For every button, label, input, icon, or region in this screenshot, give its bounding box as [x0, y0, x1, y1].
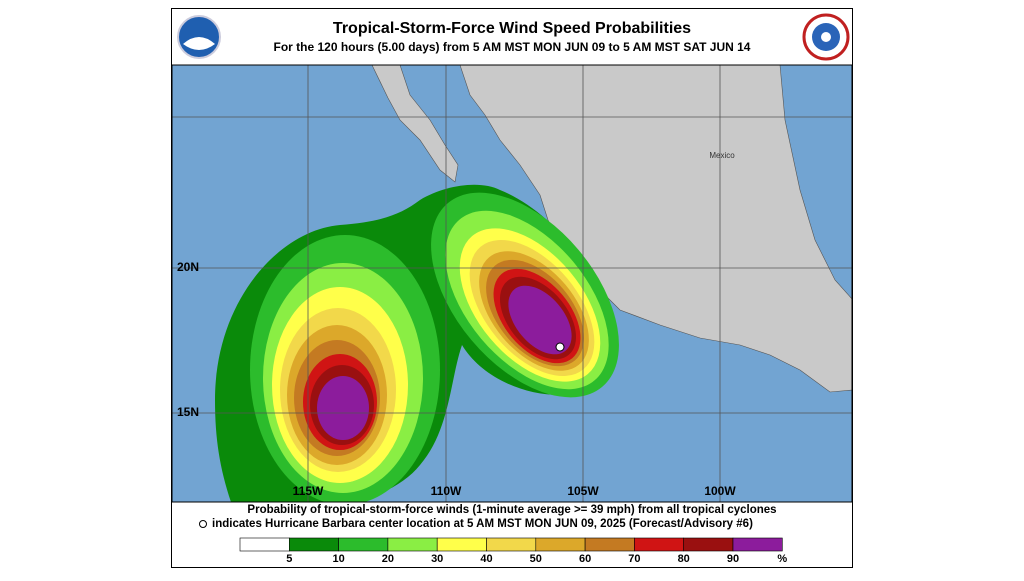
colorbar-box: [239, 537, 290, 552]
lon-label: 100W: [704, 484, 736, 498]
subtitle: For the 120 hours (5.00 days) from 5 AM …: [274, 40, 751, 54]
colorbar-box: [436, 537, 487, 552]
caption-line: Probability of tropical-storm-force wind…: [247, 504, 776, 516]
swath-level: [508, 285, 572, 355]
center-symbol: [199, 520, 207, 528]
colorbar-label: 80: [678, 553, 690, 565]
title: Tropical-Storm-Force Wind Speed Probabil…: [333, 20, 691, 37]
colorbar-box: [732, 537, 783, 552]
mainland: [459, 65, 852, 393]
colorbar-box: [584, 537, 635, 552]
colorbar-label: 30: [431, 553, 443, 565]
colorbar-label: 40: [480, 553, 492, 565]
gulf: [779, 65, 852, 300]
lon-label: 115W: [293, 484, 324, 498]
lat-label: 20N: [177, 260, 199, 274]
colorbar-label: 70: [628, 553, 640, 565]
colorbar-label: 10: [332, 553, 344, 565]
colorbar-box: [683, 537, 734, 552]
nws-logo: [802, 13, 850, 61]
noaa-logo: [177, 15, 221, 59]
colorbar-box: [338, 537, 389, 552]
colorbar-label: 60: [579, 553, 591, 565]
swath-level: [317, 376, 369, 440]
colorbar-label: 20: [382, 553, 394, 565]
place-label: Mexico: [709, 151, 735, 160]
lon-label: 105W: [567, 484, 599, 498]
colorbar-label: 90: [727, 553, 739, 565]
map: Mexico: [172, 65, 852, 502]
colorbar-box: [634, 537, 685, 552]
colorbar-box: [288, 537, 339, 552]
lat-label: 15N: [177, 405, 199, 419]
graticule: [172, 65, 852, 502]
colorbar-label: 50: [530, 553, 542, 565]
baja-california: [371, 65, 459, 183]
colorbar-box: [535, 537, 586, 552]
colorbar-box: [486, 537, 537, 552]
lon-label: 110W: [431, 484, 462, 498]
colorbar: 5 10 20 30 40 50 60 70 80 90%: [239, 537, 787, 565]
caption-line: indicates Hurricane Barbara center locat…: [212, 518, 753, 530]
colorbar-label: 5: [286, 553, 292, 565]
storm-center: [555, 342, 565, 352]
colorbar-box: [387, 537, 438, 552]
map-border: [171, 64, 853, 503]
colorbar-label: %: [777, 553, 787, 565]
